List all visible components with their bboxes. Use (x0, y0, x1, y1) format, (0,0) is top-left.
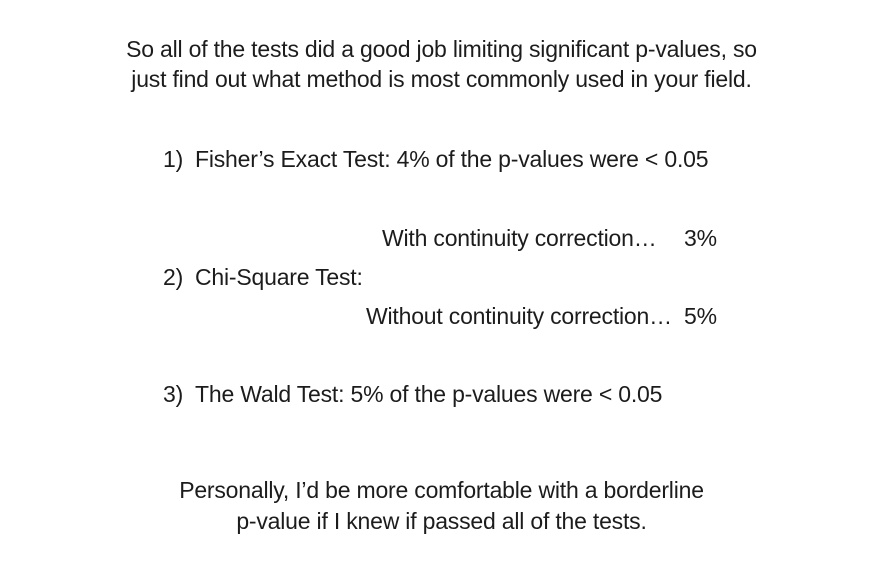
list-item-wald: 3) The Wald Test: 5% of the p-values were… (163, 379, 662, 409)
list-item-text: The Wald Test: 5% of the p-values were <… (195, 381, 663, 407)
closing-line-1: Personally, I’d be more comfortable with… (179, 477, 704, 503)
closing-line-2: p-value if I knew if passed all of the t… (236, 508, 647, 534)
list-item-chi-square: 2) Chi-Square Test: (163, 262, 363, 292)
list-number: 2) (163, 264, 184, 290)
list-number: 3) (163, 381, 184, 407)
list-item-fisher: 1) Fisher’s Exact Test: 4% of the p-value… (163, 144, 709, 174)
list-item-text: Chi-Square Test: (195, 264, 363, 290)
sub-item-without-correction-value: 5% (684, 303, 717, 329)
sub-item-without-correction-label: Without continuity correction… (366, 303, 672, 329)
list-number: 1) (163, 146, 184, 172)
list-item-text: Fisher’s Exact Test: 4% of the p-values … (195, 146, 709, 172)
intro-line-1: So all of the tests did a good job limit… (126, 36, 757, 62)
intro-line-2: just find out what method is most common… (131, 66, 752, 92)
sub-item-with-correction-label: With continuity correction… (382, 225, 657, 251)
sub-item-with-correction-value: 3% (684, 225, 717, 251)
